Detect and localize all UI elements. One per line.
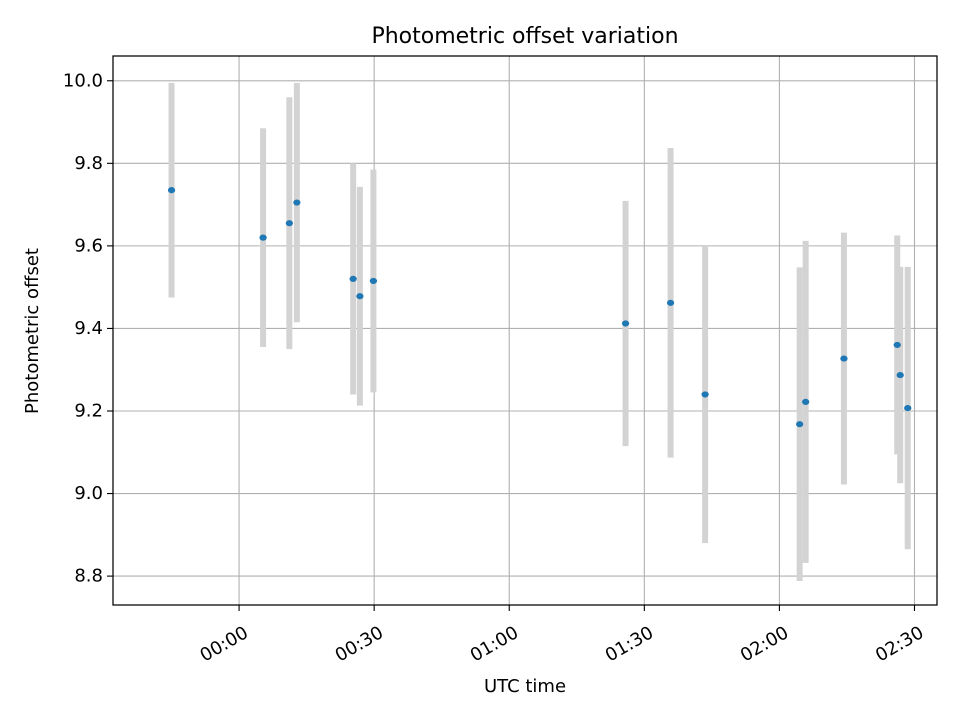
data-point [796, 421, 804, 428]
data-point [666, 299, 675, 306]
data-points [167, 187, 912, 428]
data-point [621, 320, 630, 327]
y-tick-label: 9.2 [74, 400, 103, 421]
data-point [802, 398, 810, 406]
y-tick-label: 9.8 [74, 153, 103, 174]
chart-title: Photometric offset variation [371, 24, 678, 49]
data-point [369, 277, 378, 285]
data-point [893, 341, 901, 349]
plot-frame [112, 55, 938, 606]
data-point [904, 405, 912, 412]
y-tick-label: 10.0 [63, 70, 103, 91]
data-point [285, 220, 293, 227]
x-axis-label: UTC time [484, 676, 566, 697]
data-point [167, 187, 176, 194]
y-tick-label: 9.0 [74, 483, 103, 504]
y-axis-ticks: 8.8 9.0 9.2 9.4 9.6 9.8 10.0 [63, 70, 113, 587]
data-point [259, 234, 267, 241]
y-tick-label: 9.4 [74, 318, 103, 339]
data-point [356, 293, 364, 300]
y-axis-label: Photometric offset [22, 248, 43, 414]
y-tick-label: 9.6 [74, 235, 103, 256]
data-point [896, 371, 904, 379]
data-point [349, 275, 357, 283]
data-point [701, 391, 709, 398]
data-point [293, 199, 301, 206]
data-point [840, 355, 848, 362]
y-tick-label: 8.8 [74, 566, 103, 587]
